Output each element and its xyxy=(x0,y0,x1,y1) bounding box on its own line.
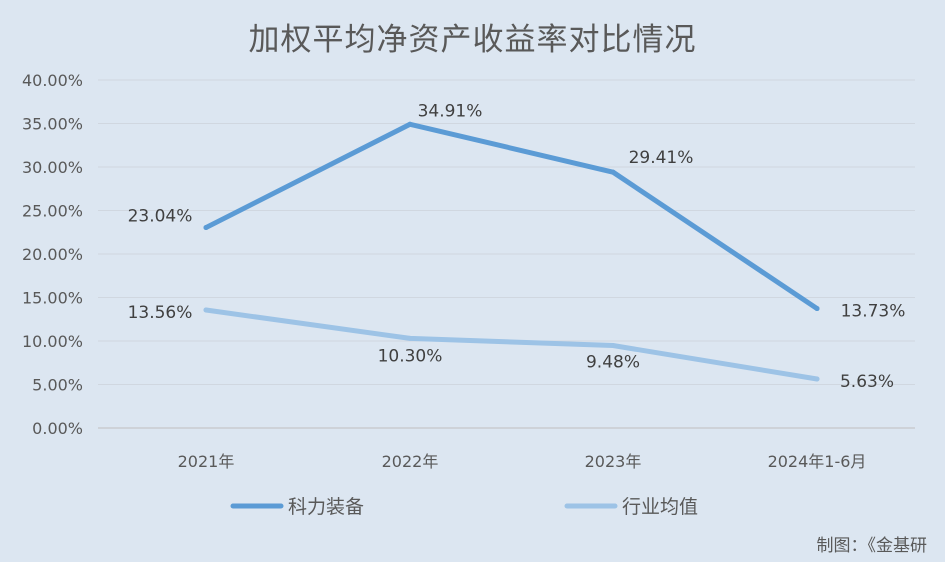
data-label: 13.73% xyxy=(841,302,906,322)
chart-title: 加权平均净资产收益率对比情况 xyxy=(248,22,697,58)
data-label: 13.56% xyxy=(128,303,193,323)
y-tick-label: 20.00% xyxy=(22,245,83,264)
data-point xyxy=(203,307,209,313)
data-point xyxy=(814,306,820,312)
y-tick-label: 5.00% xyxy=(32,376,83,395)
data-point xyxy=(407,121,413,127)
legend-label: 科力装备 xyxy=(288,496,364,518)
y-tick-label: 35.00% xyxy=(22,115,83,134)
data-label: 10.30% xyxy=(378,346,443,366)
data-label: 5.63% xyxy=(840,372,894,392)
x-tick-label: 2024年1-6月 xyxy=(768,452,867,471)
y-tick-label: 0.00% xyxy=(32,419,83,438)
x-tick-label: 2023年 xyxy=(585,452,642,471)
x-tick-label: 2021年 xyxy=(178,452,235,471)
data-label: 9.48% xyxy=(586,353,640,373)
y-tick-label: 40.00% xyxy=(22,71,83,90)
legend-label: 行业均值 xyxy=(622,496,698,518)
series-line xyxy=(203,121,820,312)
data-point xyxy=(610,169,616,175)
data-label: 34.91% xyxy=(418,101,483,121)
data-point xyxy=(814,376,820,382)
y-tick-label: 25.00% xyxy=(22,202,83,221)
x-tick-label: 2022年 xyxy=(382,452,439,471)
y-tick-label: 10.00% xyxy=(22,332,83,351)
data-label: 23.04% xyxy=(128,207,193,227)
y-tick-label: 15.00% xyxy=(22,289,83,308)
data-point xyxy=(407,335,413,341)
series-line xyxy=(203,307,820,382)
data-label: 29.41% xyxy=(629,148,694,168)
y-tick-label: 30.00% xyxy=(22,158,83,177)
credit-text: 制图：《金基研 xyxy=(816,536,928,556)
data-point xyxy=(610,343,616,349)
data-point xyxy=(203,225,209,231)
